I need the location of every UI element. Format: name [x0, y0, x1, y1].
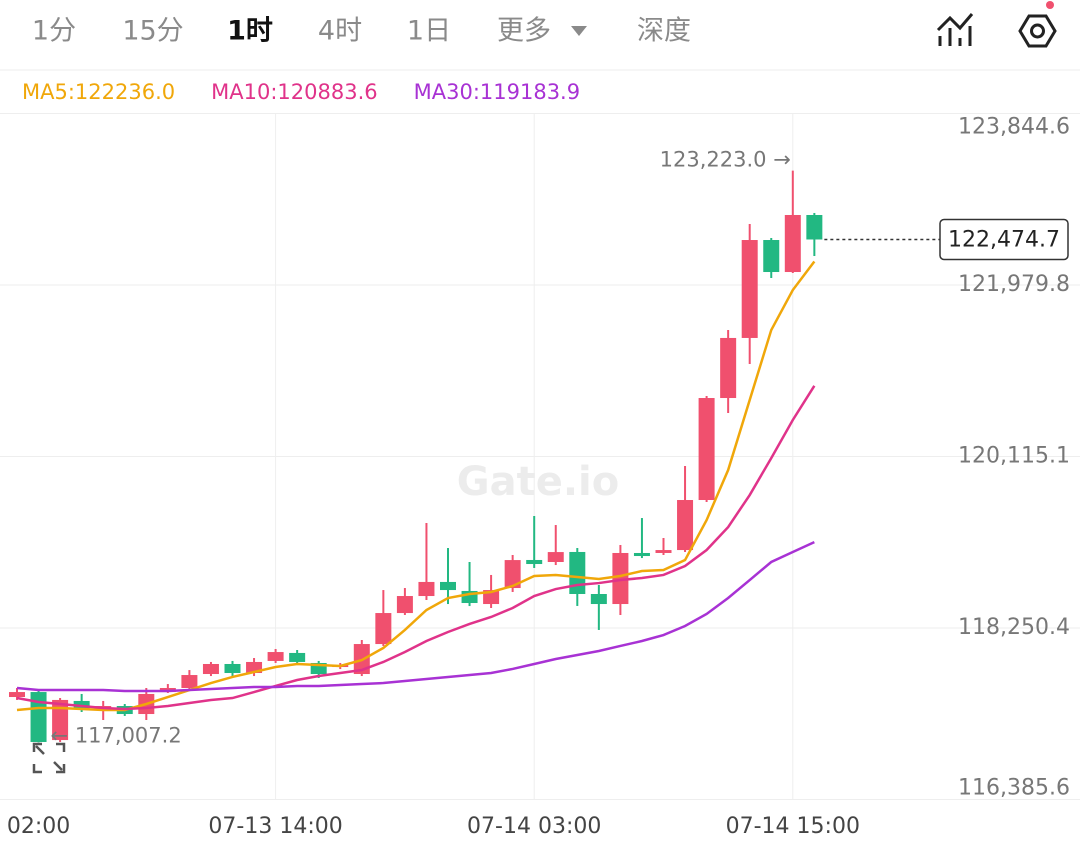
tab[interactable]: 1分 — [32, 16, 76, 47]
candle-body — [612, 552, 629, 605]
dropdown-arrow — [571, 26, 587, 36]
candle-body — [569, 551, 586, 595]
x-tick-label: 07-14 03:00 — [467, 814, 601, 839]
candle-body — [784, 214, 801, 273]
candle-body — [590, 594, 607, 605]
indicator-icon[interactable] — [936, 13, 974, 46]
candle-body — [375, 613, 392, 645]
candle-body — [720, 337, 737, 399]
tab[interactable]: 1日 — [407, 16, 451, 47]
legend-entry: MA5:122236.0 — [22, 80, 175, 104]
candle-body — [289, 652, 306, 662]
ma-line — [16, 541, 815, 693]
candle-body — [741, 240, 758, 338]
candle-body — [547, 552, 564, 562]
low-label: ← 117,007.2 — [51, 723, 182, 747]
tab[interactable]: 深度 — [637, 16, 691, 47]
candle-body — [504, 560, 521, 589]
candle-body — [806, 214, 823, 240]
y-tick-label: 116,385.6 — [958, 776, 1070, 801]
candle-body — [52, 699, 69, 741]
candle-body — [418, 581, 435, 597]
ma-line — [16, 260, 816, 712]
last-price-box — [939, 218, 1069, 261]
x-tick-label: 07-14 15:00 — [726, 814, 860, 839]
legend-entry: MA10:120883.6 — [211, 80, 377, 104]
tab[interactable]: 1时 — [227, 16, 273, 47]
candle-body — [655, 550, 672, 553]
notification-dot — [1046, 1, 1054, 9]
candle-body — [246, 661, 263, 674]
y-tick-label: 123,844.6 — [958, 115, 1070, 140]
x-tick-label: 02:00 — [7, 814, 70, 839]
y-tick-label: 121,979.8 — [958, 272, 1070, 297]
candle-body — [526, 559, 543, 565]
expand-icon[interactable] — [32, 742, 66, 774]
y-tick-label: 120,115.1 — [958, 444, 1070, 469]
candle-body — [310, 662, 327, 675]
y-tick-label: 118,250.4 — [958, 615, 1070, 640]
candle-body — [30, 692, 47, 742]
settings-icon[interactable] — [1018, 14, 1057, 48]
candle-body — [633, 552, 650, 557]
candle-body — [677, 500, 694, 551]
candle-body — [181, 675, 198, 688]
candle-body — [224, 663, 241, 674]
high-label: 123,223.0 → — [660, 148, 791, 172]
candle-body — [202, 663, 219, 675]
x-tick-label: 07-13 14:00 — [208, 814, 342, 839]
watermark: Gate.io — [457, 459, 619, 505]
legend-entry: MA30:119183.9 — [414, 80, 580, 104]
candle-body — [440, 581, 456, 591]
last-price-label: 122,474.7 — [948, 227, 1060, 252]
tab[interactable]: 4时 — [318, 16, 362, 47]
candle-body — [698, 398, 715, 501]
candle-body — [763, 240, 780, 273]
candle-body — [9, 692, 25, 698]
candle-body — [396, 596, 413, 614]
ma-line — [16, 385, 816, 711]
tab[interactable]: 更多 — [497, 16, 551, 47]
tab[interactable]: 15分 — [122, 16, 183, 47]
candle-body — [267, 652, 284, 661]
